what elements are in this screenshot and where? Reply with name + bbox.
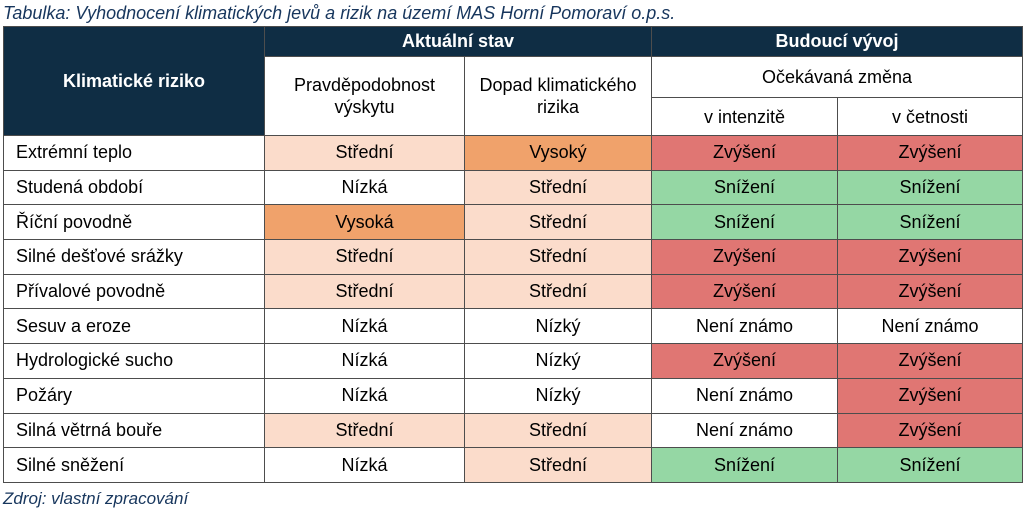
- frequency-change-cell: Zvýšení: [837, 273, 1024, 310]
- climate-risk-table: Klimatické riziko Aktuální stav Budoucí …: [3, 26, 1024, 483]
- impact-cell: Střední: [463, 204, 653, 241]
- intensity-change-cell: Zvýšení: [651, 273, 839, 310]
- intensity-change-cell: Není známo: [651, 308, 839, 345]
- probability-cell: Střední: [264, 239, 465, 275]
- frequency-change-cell: Snížení: [837, 169, 1024, 206]
- probability-cell: Střední: [264, 273, 465, 310]
- intensity-change-cell: Zvýšení: [651, 343, 839, 379]
- frequency-change-cell: Zvýšení: [837, 239, 1024, 275]
- header-frequency: v četnosti: [837, 97, 1024, 136]
- frequency-change-cell: Zvýšení: [837, 377, 1024, 414]
- header-current-state: Aktuální stav: [263, 26, 653, 57]
- intensity-change-cell: Zvýšení: [651, 239, 839, 275]
- table-row: Studená období Nízká Střední Snížení Snížení: [3, 169, 1024, 206]
- frequency-change-cell: Není známo: [837, 308, 1024, 345]
- table-caption: Tabulka: Vyhodnocení klimatických jevů a…: [3, 3, 676, 23]
- risk-name-cell: Silné sněžení: [3, 447, 265, 483]
- intensity-change-cell: Snížení: [651, 169, 839, 206]
- header-probability: Pravděpodobnost výskytu: [264, 56, 465, 136]
- impact-cell: Vysoký: [463, 135, 653, 171]
- risk-name-cell: Říční povodně: [3, 204, 265, 241]
- table-row: Extrémní teplo Střední Vysoký Zvýšení Zvýšen…: [3, 135, 1024, 171]
- intensity-change-cell: Není známo: [651, 377, 839, 414]
- intensity-change-cell: Snížení: [651, 447, 839, 483]
- probability-cell: Nízká: [264, 308, 465, 345]
- risk-name-cell: Přívalové povodně: [3, 273, 265, 310]
- probability-cell: Střední: [264, 135, 465, 171]
- intensity-change-cell: Snížení: [651, 204, 839, 241]
- impact-cell: Střední: [463, 447, 653, 483]
- frequency-change-cell: Zvýšení: [837, 343, 1024, 379]
- frequency-change-cell: Snížení: [837, 204, 1024, 241]
- risk-name-cell: Extrémní teplo: [3, 135, 265, 171]
- header-climate-risk: Klimatické riziko: [3, 26, 265, 136]
- frequency-change-cell: Snížení: [837, 447, 1024, 483]
- probability-cell: Nízká: [264, 169, 465, 206]
- risk-name-cell: Požáry: [3, 377, 265, 414]
- impact-cell: Nízký: [463, 343, 653, 379]
- intensity-change-cell: Není známo: [651, 412, 839, 449]
- intensity-change-cell: Zvýšení: [651, 135, 839, 171]
- impact-cell: Střední: [463, 412, 653, 449]
- header-future-development: Budoucí vývoj: [651, 26, 1024, 57]
- impact-cell: Střední: [463, 239, 653, 275]
- frequency-change-cell: Zvýšení: [837, 135, 1024, 171]
- probability-cell: Nízká: [264, 447, 465, 483]
- impact-cell: Střední: [463, 273, 653, 310]
- table-row: Hydrologické sucho Nízká Nízký Zvýšení Zvýše…: [3, 343, 1024, 379]
- table-body: Extrémní teplo Střední Vysoký Zvýšení Zvýšen…: [3, 135, 1024, 483]
- risk-name-cell: Silná větrná bouře: [3, 412, 265, 449]
- probability-cell: Vysoká: [264, 204, 465, 241]
- risk-name-cell: Hydrologické sucho: [3, 343, 265, 379]
- header-intensity: v intenzitě: [651, 97, 839, 136]
- table-row: Silné dešťové srážky Střední Střední Zvýšen…: [3, 239, 1024, 275]
- probability-cell: Střední: [264, 412, 465, 449]
- risk-name-cell: Silné dešťové srážky: [3, 239, 265, 275]
- risk-name-cell: Sesuv a eroze: [3, 308, 265, 345]
- table-row: Přívalové povodně Střední Střední Zvýšení Zv…: [3, 273, 1024, 310]
- impact-cell: Střední: [463, 169, 653, 206]
- probability-cell: Nízká: [264, 343, 465, 379]
- risk-name-cell: Studená období: [3, 169, 265, 206]
- table-row: Říční povodně Vysoká Střední Snížení Snížení: [3, 204, 1024, 241]
- table-row: Silná větrná bouře Střední Střední Není zná…: [3, 412, 1024, 449]
- header-expected-change: Očekávaná změna: [651, 56, 1024, 98]
- header-impact: Dopad klimatického rizika: [463, 56, 653, 136]
- table-row: Silné sněžení Nízká Střední Snížení Snížení: [3, 447, 1024, 483]
- table-row: Požáry Nízká Nízký Není známo Zvýšení: [3, 377, 1024, 414]
- impact-cell: Nízký: [463, 377, 653, 414]
- table-row: Sesuv a eroze Nízká Nízký Není známo Není zn…: [3, 308, 1024, 345]
- source-note: Zdroj: vlastní zpracování: [3, 489, 189, 508]
- probability-cell: Nízká: [264, 377, 465, 414]
- frequency-change-cell: Zvýšení: [837, 412, 1024, 449]
- impact-cell: Nízký: [463, 308, 653, 345]
